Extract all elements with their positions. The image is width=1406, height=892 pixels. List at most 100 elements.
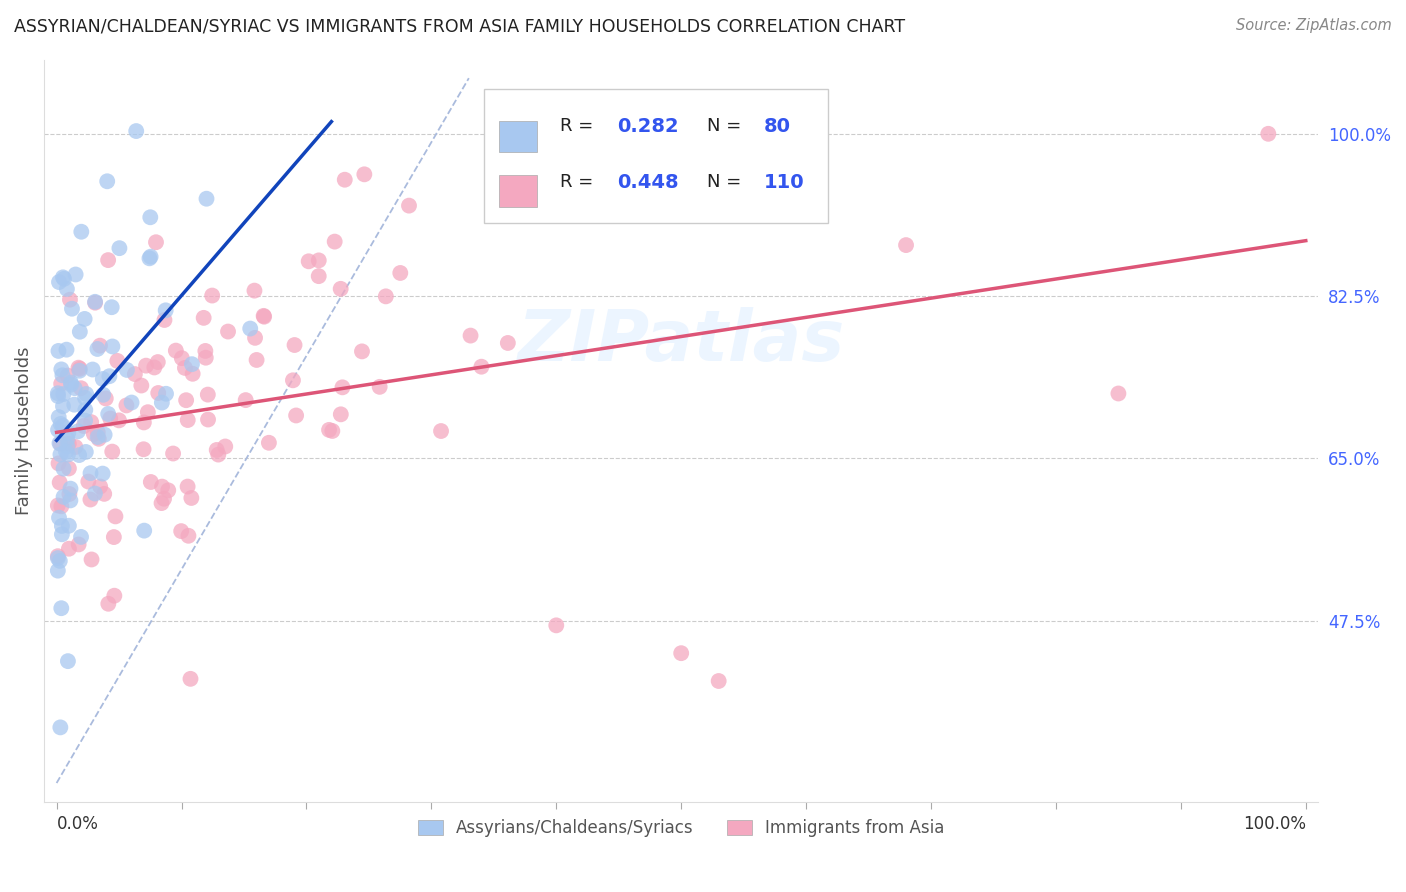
Point	[79, 466, 101, 480]
Point	[205, 442, 228, 457]
Point	[153, 491, 176, 506]
Point	[150, 480, 173, 494]
Point	[48, 275, 70, 289]
Point	[103, 589, 125, 603]
Point	[132, 442, 155, 457]
Point	[46, 499, 69, 513]
Point	[145, 235, 167, 250]
Point	[56, 654, 79, 668]
Point	[48, 475, 70, 490]
Point	[283, 338, 305, 352]
Point	[60, 377, 83, 392]
Point	[332, 380, 354, 394]
Point	[51, 601, 73, 615]
Point	[75, 414, 97, 428]
Point	[94, 392, 117, 406]
Point	[91, 372, 114, 386]
Point	[201, 288, 224, 302]
Point	[52, 490, 75, 504]
Text: 0.282: 0.282	[617, 117, 679, 136]
Point	[58, 436, 80, 450]
Point	[105, 354, 128, 368]
Point	[894, 238, 917, 252]
Point	[134, 524, 156, 538]
Text: N =: N =	[707, 118, 747, 136]
Point	[239, 321, 262, 335]
Point	[59, 293, 82, 307]
Point	[308, 269, 330, 284]
Point	[70, 225, 93, 239]
Point	[155, 303, 177, 318]
Point	[470, 359, 492, 374]
Point	[139, 250, 162, 264]
Point	[49, 447, 72, 461]
Point	[195, 192, 218, 206]
Point	[368, 380, 391, 394]
Text: R =: R =	[560, 118, 599, 136]
Point	[67, 537, 90, 551]
Text: 110: 110	[763, 172, 804, 192]
Point	[153, 313, 176, 327]
Point	[179, 672, 201, 686]
Point	[148, 386, 170, 401]
Point	[58, 487, 80, 501]
Point	[56, 432, 79, 446]
Point	[73, 312, 96, 326]
Point	[51, 362, 73, 376]
Y-axis label: Family Households: Family Households	[15, 346, 32, 515]
Point	[389, 266, 412, 280]
Point	[93, 427, 115, 442]
Point	[87, 425, 110, 440]
Point	[98, 411, 121, 425]
Text: ZIPatlas: ZIPatlas	[517, 307, 845, 376]
Point	[84, 486, 107, 500]
Text: R =: R =	[560, 173, 599, 191]
Point	[285, 409, 308, 423]
Point	[193, 310, 215, 325]
Point	[546, 618, 568, 632]
Point	[194, 343, 217, 358]
Point	[170, 524, 193, 538]
Bar	[499, 176, 537, 207]
Point	[146, 355, 169, 369]
Point	[56, 368, 79, 383]
Point	[243, 284, 266, 298]
Bar	[499, 121, 537, 153]
Point	[86, 342, 108, 356]
Point	[59, 376, 82, 390]
Point	[75, 387, 97, 401]
Point	[75, 445, 97, 459]
Point	[174, 393, 197, 408]
Point	[70, 381, 93, 395]
Point	[104, 509, 127, 524]
Point	[170, 351, 193, 366]
Point	[669, 646, 692, 660]
Point	[100, 300, 122, 314]
Point	[58, 425, 80, 440]
Point	[48, 456, 70, 470]
Point	[46, 389, 69, 403]
Point	[65, 440, 87, 454]
Point	[374, 289, 396, 303]
Point	[52, 461, 75, 475]
Point	[89, 479, 111, 493]
Text: 0.448: 0.448	[617, 172, 679, 192]
Point	[55, 444, 77, 458]
Point	[73, 391, 96, 405]
Point	[77, 475, 100, 489]
Point	[398, 199, 420, 213]
Point	[58, 541, 80, 556]
Point	[75, 403, 97, 417]
Point	[323, 235, 346, 249]
Point	[308, 253, 330, 268]
Point	[143, 360, 166, 375]
Point	[353, 167, 375, 181]
Point	[174, 360, 197, 375]
Point	[87, 430, 110, 444]
Point	[253, 309, 276, 323]
Point	[108, 241, 131, 255]
Point	[65, 268, 87, 282]
Point	[46, 549, 69, 564]
Point	[93, 487, 115, 501]
Point	[150, 496, 173, 510]
